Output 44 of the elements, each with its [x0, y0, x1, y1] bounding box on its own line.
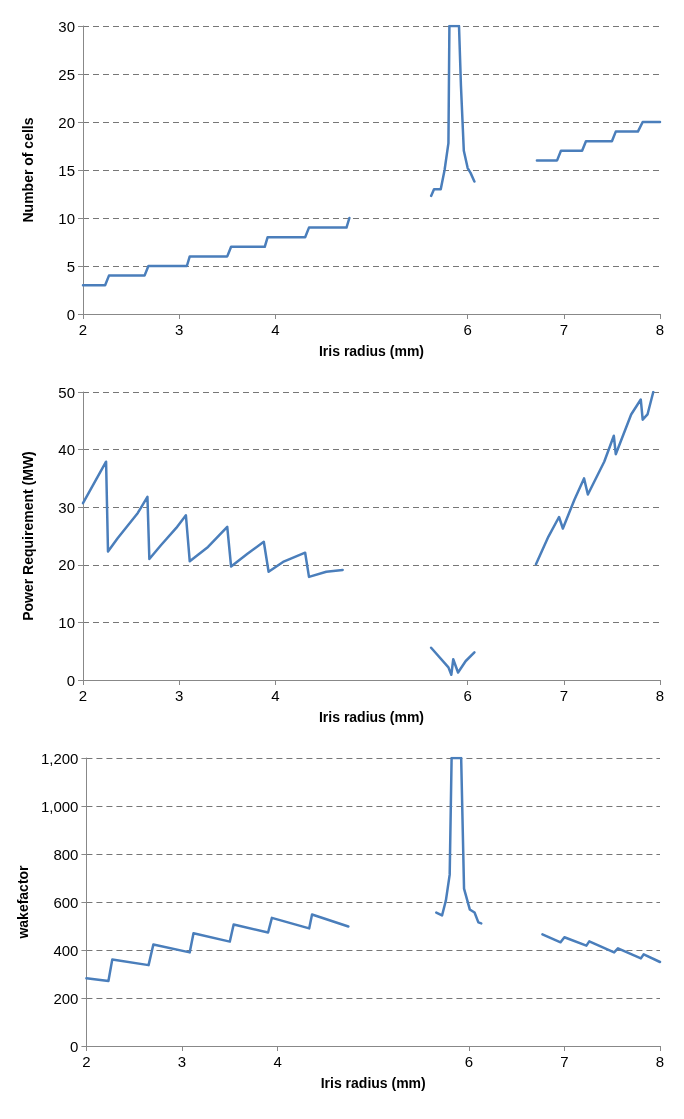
x-tick-label: 2: [82, 1053, 91, 1070]
y-axis-title: wakefactor: [15, 864, 31, 940]
x-tick-label: 7: [559, 687, 569, 704]
x-tick-label: 3: [174, 321, 184, 338]
y-tick-label: 30: [58, 498, 75, 516]
y-tick-label: 20: [58, 113, 75, 131]
y-tick-label: 400: [53, 941, 79, 959]
x-tick-label: 6: [463, 687, 472, 704]
x-tick-label: 4: [271, 321, 280, 338]
y-axis-title: Number of cells: [20, 117, 36, 223]
y-tick-label: 1,000: [40, 797, 79, 815]
x-tick-label: 3: [177, 1053, 187, 1070]
y-tick-label: 600: [53, 893, 79, 911]
x-tick-label: 4: [273, 1053, 282, 1070]
x-tick-label: 4: [271, 687, 280, 704]
x-tick-label: 7: [560, 1053, 569, 1070]
y-tick-label: 0: [70, 1037, 79, 1055]
y-tick-label: 5: [66, 257, 75, 275]
y-tick-label: 20: [58, 556, 75, 574]
x-tick-label: 6: [464, 1053, 473, 1070]
y-tick-label: 800: [53, 845, 79, 863]
y-tick-label: 40: [58, 441, 75, 459]
x-axis-title: Iris radius (mm): [318, 709, 425, 725]
x-tick-label: 8: [655, 687, 665, 704]
y-tick-label: 15: [58, 161, 75, 179]
y-tick-label: 10: [58, 613, 75, 631]
x-tick-label: 7: [559, 321, 569, 338]
x-tick-label: 2: [78, 687, 88, 704]
y-tick-label: 1,200: [40, 749, 79, 767]
x-tick-label: 8: [655, 321, 665, 338]
y-tick-label: 50: [58, 383, 75, 401]
y-axis-title: Power Requirement (MW): [20, 451, 36, 621]
x-axis-title: Iris radius (mm): [320, 1075, 426, 1091]
y-tick-label: 0: [66, 305, 75, 323]
y-tick-label: 10: [58, 209, 75, 227]
x-tick-label: 8: [655, 1053, 665, 1070]
x-tick-label: 6: [463, 321, 472, 338]
x-tick-label: 3: [174, 687, 184, 704]
y-tick-label: 0: [66, 671, 75, 689]
y-tick-label: 200: [53, 989, 79, 1007]
y-tick-label: 25: [58, 65, 75, 83]
x-tick-label: 2: [78, 321, 88, 338]
y-tick-label: 30: [58, 17, 75, 35]
x-axis-title: Iris radius (mm): [318, 343, 425, 359]
